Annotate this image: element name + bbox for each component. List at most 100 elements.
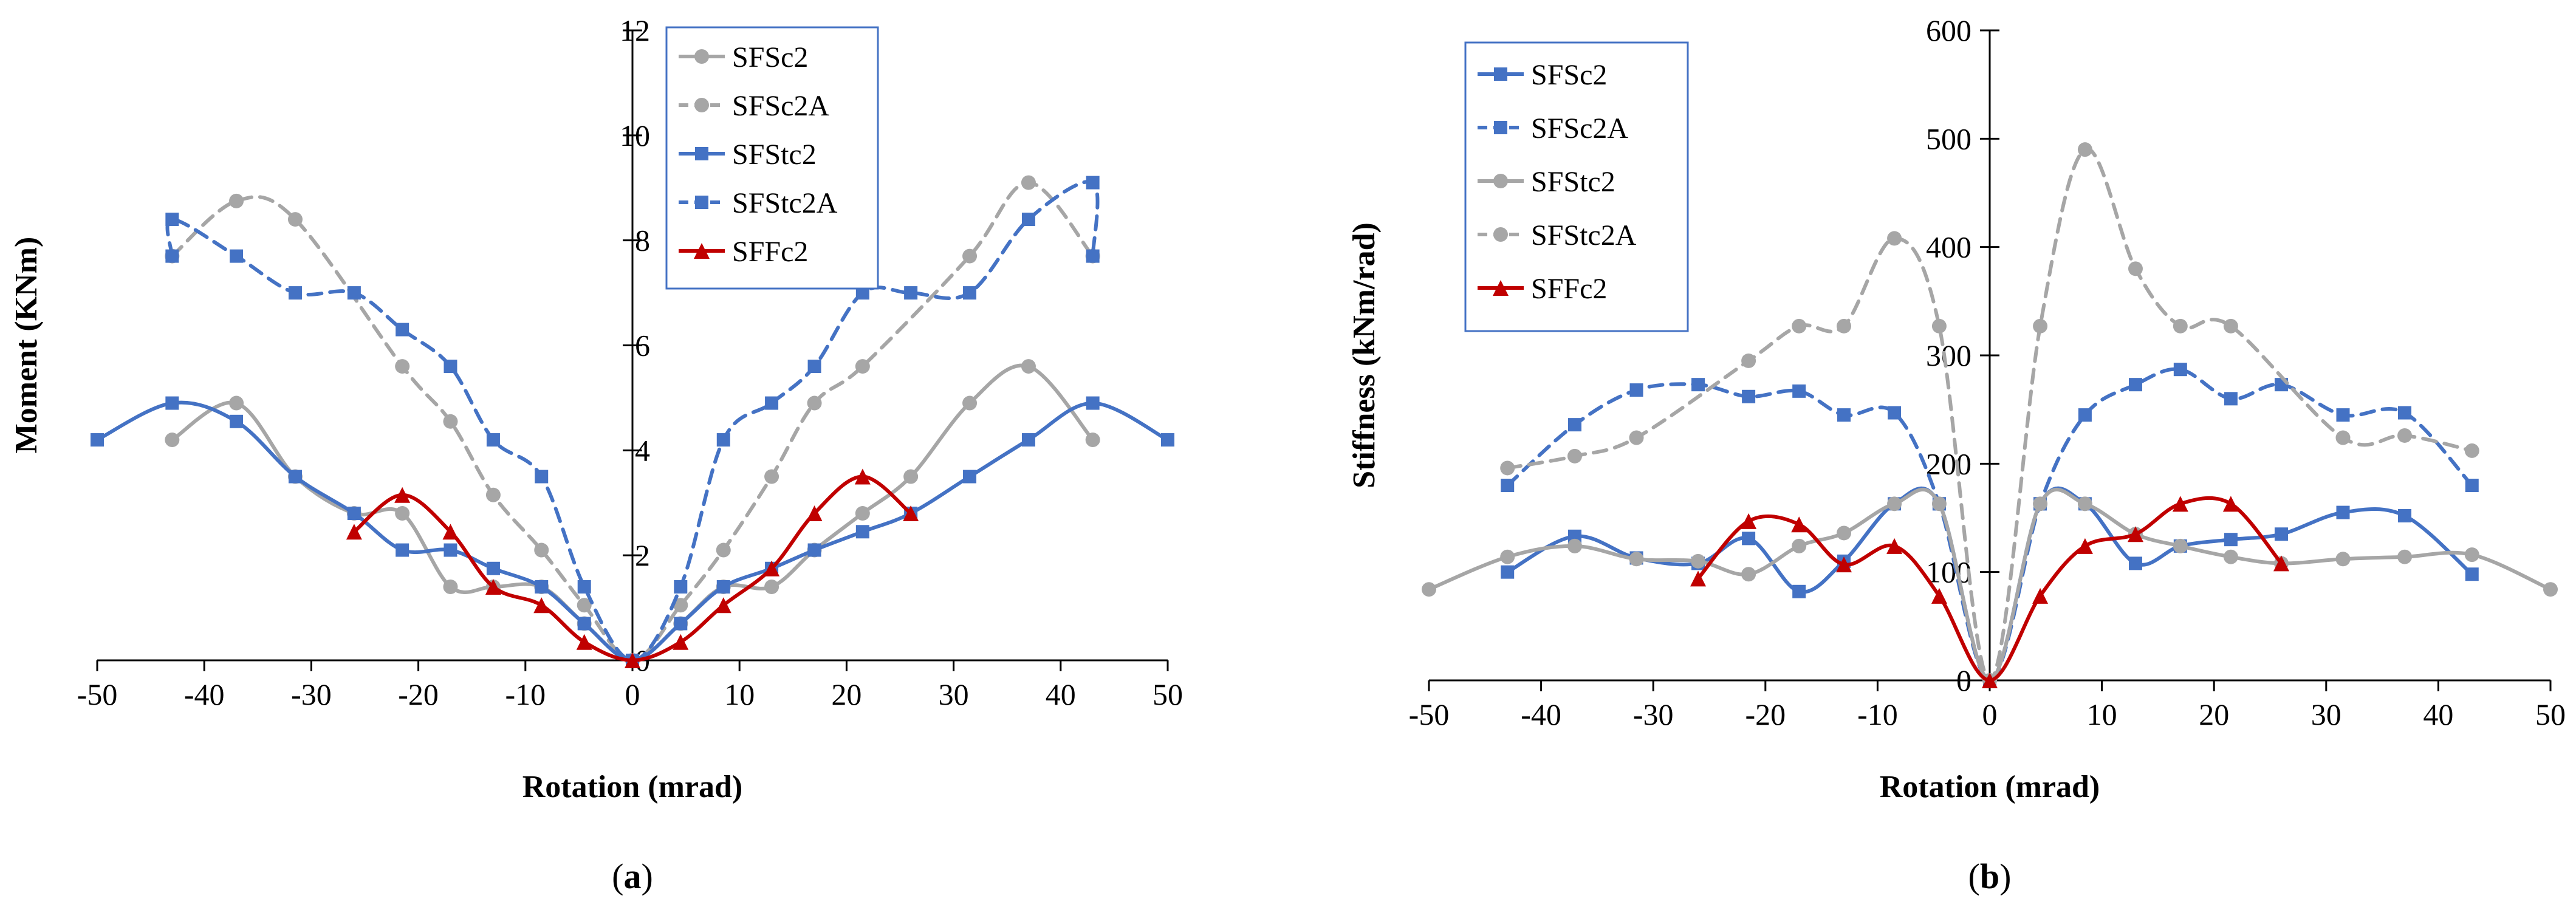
data-point <box>2172 496 2188 512</box>
data-point <box>2397 549 2413 564</box>
data-point <box>1931 587 1947 604</box>
data-point <box>444 360 457 374</box>
data-point <box>2223 549 2238 564</box>
y-tick-label: 10 <box>620 118 650 152</box>
data-point <box>1741 513 1757 529</box>
data-point <box>716 433 730 447</box>
x-axis-title: Rotation (mrad) <box>1880 770 2100 804</box>
data-point <box>1567 448 1582 464</box>
legend-label: SFStc2 <box>1531 166 1615 198</box>
data-point <box>1422 582 1436 597</box>
legend-marker <box>694 243 710 259</box>
data-point <box>347 286 361 300</box>
data-point <box>2464 443 2479 458</box>
x-tick-label: 30 <box>2311 697 2341 731</box>
data-point <box>347 507 361 521</box>
data-point <box>2224 533 2238 547</box>
data-point <box>2033 318 2048 334</box>
data-point <box>1741 353 1756 368</box>
data-point <box>1931 318 1947 334</box>
legend-marker <box>695 147 708 160</box>
x-tick-label: -10 <box>1857 697 1898 731</box>
x-tick-label: -50 <box>77 677 118 711</box>
data-point <box>230 249 244 263</box>
y-tick-label: 600 <box>1926 13 1971 47</box>
x-tick-label: 50 <box>2535 697 2566 731</box>
y-tick-label: 200 <box>1926 446 1971 481</box>
data-point <box>2464 547 2479 563</box>
panel-label-part: ( <box>1968 857 1980 896</box>
y-tick-label: 100 <box>1926 555 1971 589</box>
panel-label: (b) <box>1968 857 2012 896</box>
data-point <box>443 414 458 429</box>
legend-label: SFStc2A <box>732 187 838 219</box>
legend-marker <box>695 196 708 209</box>
data-point <box>1086 249 1100 263</box>
x-tick-label: -20 <box>1745 697 1786 731</box>
data-point <box>2397 428 2413 443</box>
data-point <box>2127 526 2143 542</box>
x-tick-label: 0 <box>1982 697 1998 731</box>
data-point <box>2224 392 2238 406</box>
data-point <box>1690 570 1707 587</box>
data-point <box>396 543 409 557</box>
data-point <box>91 433 104 447</box>
panel-label-part: ) <box>642 857 653 896</box>
data-point <box>533 597 550 614</box>
x-tick-label: 40 <box>1046 677 1076 711</box>
data-point <box>2032 587 2049 604</box>
data-point <box>1742 389 1756 403</box>
data-point <box>807 395 822 411</box>
data-point <box>765 396 779 410</box>
data-point <box>1837 318 1852 334</box>
series-SFStc2A <box>1500 142 2479 688</box>
data-point <box>1887 231 1902 246</box>
data-point <box>346 524 362 540</box>
data-point <box>394 487 411 503</box>
data-point <box>1792 384 1806 398</box>
data-point <box>1085 433 1100 448</box>
data-point <box>963 470 977 484</box>
panel-label-part: ) <box>1999 857 2011 896</box>
legend-label: SFStc2 <box>732 139 817 171</box>
data-point <box>1021 359 1036 374</box>
data-point <box>2335 552 2351 567</box>
data-point <box>854 468 871 485</box>
data-point <box>764 469 779 484</box>
data-point <box>1567 418 1581 432</box>
data-point <box>2173 538 2188 553</box>
x-tick-label: 20 <box>2199 697 2229 731</box>
chart-panel-b: -50 -40 -30 -20 -10 0 10 20 30 40 5001002003004005… <box>1347 13 2566 896</box>
data-point <box>855 359 870 374</box>
data-point <box>1021 433 1035 447</box>
legend-label: SFSc2A <box>1531 112 1628 145</box>
data-point <box>165 213 179 227</box>
data-point <box>1886 538 1903 554</box>
data-point <box>963 286 977 300</box>
panel-label: (a) <box>612 857 653 896</box>
data-point <box>485 487 501 502</box>
data-point <box>673 634 689 650</box>
x-tick-label: 10 <box>724 677 755 711</box>
x-tick-label: 0 <box>625 677 640 711</box>
data-point <box>395 506 410 521</box>
data-point <box>1792 538 1807 553</box>
data-point <box>2274 527 2288 541</box>
data-point <box>1837 408 1851 422</box>
data-point <box>444 543 457 557</box>
data-point <box>576 634 592 650</box>
legend-marker <box>1494 67 1507 81</box>
legend-marker <box>1494 121 1507 134</box>
data-point <box>1629 552 1644 567</box>
data-point <box>577 617 591 631</box>
data-point <box>165 433 180 448</box>
data-point <box>486 561 500 575</box>
data-point <box>673 598 688 613</box>
data-point <box>287 212 303 227</box>
legend-label: SFSc2 <box>732 41 808 74</box>
legend-label: SFFc2 <box>1531 273 1607 305</box>
legend-label: SFFc2 <box>732 236 808 268</box>
y-tick-label: 6 <box>635 329 650 363</box>
panel-label-part: a <box>624 857 642 896</box>
